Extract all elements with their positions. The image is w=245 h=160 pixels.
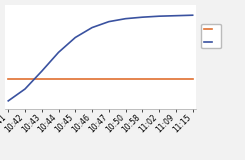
Legend: , : , (201, 24, 221, 48)
